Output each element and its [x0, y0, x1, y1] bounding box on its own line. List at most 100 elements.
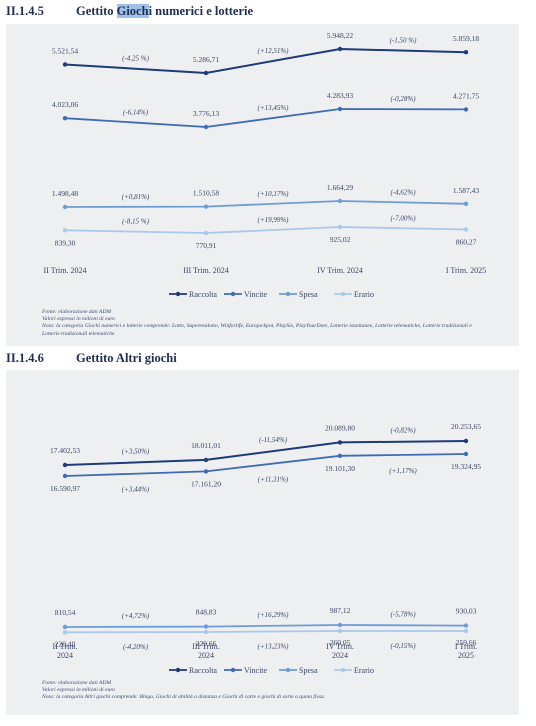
change-label: (-7,00%) [390, 214, 416, 222]
data-point-raccolta [62, 62, 68, 67]
data-label: 260,05 [330, 638, 351, 647]
legend-label-spesa: Spesa [299, 666, 318, 675]
x-axis-tick-label: IV Trim. 2024 [317, 266, 363, 275]
legend-marker-raccolta [175, 667, 181, 673]
data-label: 4.283,93 [327, 91, 354, 100]
data-label: 4.271,75 [453, 91, 480, 100]
data-label: 20.089,80 [325, 423, 355, 432]
data-point-erario [337, 224, 343, 230]
change-label: (-11,54%) [259, 436, 288, 444]
change-label: (+4,72%) [122, 612, 150, 620]
data-label: 20.253,65 [451, 422, 481, 431]
change-label: (+0,81%) [122, 193, 150, 201]
data-label: 5.286,71 [193, 55, 220, 64]
data-point-raccolta [203, 457, 209, 463]
note-units: Valori espressi in milioni di euro [42, 316, 116, 323]
data-point-erario [203, 230, 209, 236]
section-heading-1: II.1.4.5 Gettito Giochi numerici e lotter… [6, 4, 253, 19]
change-label: (-0,28%) [390, 95, 416, 103]
change-label: (+10,17%) [258, 190, 290, 198]
data-point-spesa [463, 623, 469, 628]
change-label: (-1,50 %) [390, 37, 417, 45]
data-label: 848,83 [196, 608, 217, 617]
data-label: 16.590,97 [50, 484, 80, 493]
legend-label-raccolta: Raccolta [189, 666, 217, 675]
change-label: (-0,15%) [390, 642, 416, 650]
section-title: Gettito Altri giochi [76, 351, 177, 365]
series-line-vincite [64, 453, 467, 477]
x-axis-tick-label: III Trim. 2024 [192, 642, 220, 660]
change-label: (-4,20%) [123, 643, 149, 651]
legend-label-erario: Erario [354, 666, 374, 675]
data-point-vincite [62, 473, 68, 479]
x-axis-tick-label: I Trim. 2025 [446, 266, 486, 275]
data-point-spesa [463, 201, 469, 206]
chart-notes-1: Fonte: elaborazione dati ADM Valori espr… [42, 309, 472, 338]
legend-label-spesa: Spesa [299, 290, 318, 299]
data-point-erario [62, 228, 68, 233]
data-point-vincite [337, 106, 343, 112]
legend-label-erario: Erario [354, 290, 374, 299]
data-point-erario [203, 629, 209, 635]
data-label: 770,91 [196, 241, 217, 250]
change-label: (+13,45%) [258, 104, 290, 112]
x-axis-tick-label: II Trim. 2024 [44, 266, 87, 275]
change-label: (+16,29%) [258, 611, 290, 619]
change-label: (-4,62%) [390, 188, 416, 196]
data-point-vincite [203, 469, 209, 474]
change-label: (+19,99%) [258, 216, 290, 224]
data-point-raccolta [62, 462, 68, 468]
data-point-erario [463, 227, 469, 232]
x-axis-tick-label: III Trim. 2024 [183, 266, 229, 275]
chart-notes-2: Fonte: elaborazione dati ADM Valori espr… [42, 680, 325, 702]
data-label: 1.510,58 [193, 189, 220, 198]
legend-label-vincite: Vincite [244, 290, 268, 299]
change-label: (+13,23%) [258, 643, 290, 651]
note-source: Fonte: elaborazione dati ADM [42, 309, 112, 315]
chart-panel-1: 5.521,54 5.286,71 5.948,22 5.859,18 (-4,25 %… [6, 24, 519, 346]
change-label: (-4,25 %) [122, 55, 149, 63]
data-label: 1.498,48 [52, 189, 79, 198]
data-point-raccolta [337, 440, 343, 445]
change-label: (+3,44%) [122, 486, 150, 494]
series-line-spesa [64, 624, 467, 628]
chart-panel-2: 17.402,53 18.011,01 20.089,80 20.253,65 (+3,… [6, 370, 519, 715]
section-number: II.1.4.5 [6, 4, 44, 18]
data-label: 4.023,06 [52, 100, 79, 109]
note-category-cont: Lotterie tradizionali telematiche [42, 330, 115, 337]
series-line-spesa [64, 200, 467, 208]
legend-label-raccolta: Raccolta [189, 290, 217, 299]
data-label: 925,02 [330, 235, 351, 244]
data-label: 1.664,29 [327, 183, 354, 192]
data-point-vincite [203, 124, 209, 130]
note-category: Nota: la categoria Giochi numerici e lot… [42, 323, 472, 330]
data-point-spesa [337, 198, 343, 204]
section-heading-2: II.1.4.6 Gettito Altri giochi [6, 351, 177, 366]
data-point-spesa [62, 204, 68, 210]
legend-marker-vincite [230, 291, 236, 297]
data-label: 18.011,01 [191, 441, 221, 450]
data-label: 5.521,54 [52, 47, 79, 56]
data-label: 860,27 [456, 238, 477, 247]
highlighted-text[interactable]: Gioch [116, 4, 149, 18]
data-label: 810,54 [55, 608, 76, 617]
note-source: Fonte: elaborazione dati ADM [42, 680, 112, 686]
data-point-erario [463, 628, 469, 634]
data-point-spesa [337, 622, 343, 628]
series-line-erario [64, 630, 466, 634]
change-label: (-5,78%) [390, 610, 416, 618]
series-line-raccolta [64, 440, 467, 466]
x-axis-tick-label: IV Trim. 2024 [326, 642, 354, 660]
change-label: (-6,14%) [123, 109, 149, 117]
data-point-vincite [337, 453, 343, 458]
section-number: II.1.4.6 [6, 351, 44, 365]
change-label: (+3,50%) [122, 447, 150, 455]
data-label: 930,03 [456, 607, 477, 616]
data-label: 5.948,22 [327, 31, 354, 40]
data-label: 5.859,18 [453, 34, 480, 43]
data-label: 220,40 [55, 639, 76, 648]
data-point-vincite [62, 116, 68, 121]
data-label: 19.324,95 [451, 462, 481, 471]
legend-marker-erario [340, 291, 346, 297]
series-line-raccolta [64, 47, 467, 75]
